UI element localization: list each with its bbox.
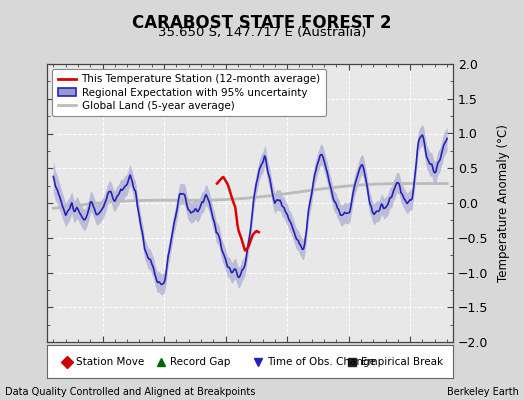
Text: CARABOST STATE FOREST 2: CARABOST STATE FOREST 2 xyxy=(132,14,392,32)
Text: Time of Obs. Change: Time of Obs. Change xyxy=(267,357,376,366)
Text: Data Quality Controlled and Aligned at Breakpoints: Data Quality Controlled and Aligned at B… xyxy=(5,387,256,397)
Text: Empirical Break: Empirical Break xyxy=(361,357,443,366)
Y-axis label: Temperature Anomaly (°C): Temperature Anomaly (°C) xyxy=(497,124,510,282)
Legend: This Temperature Station (12-month average), Regional Expectation with 95% uncer: This Temperature Station (12-month avera… xyxy=(52,69,326,116)
Text: Station Move: Station Move xyxy=(77,357,145,366)
Text: Berkeley Earth: Berkeley Earth xyxy=(447,387,519,397)
Text: 35.650 S, 147.717 E (Australia): 35.650 S, 147.717 E (Australia) xyxy=(158,26,366,39)
Text: Record Gap: Record Gap xyxy=(170,357,230,366)
